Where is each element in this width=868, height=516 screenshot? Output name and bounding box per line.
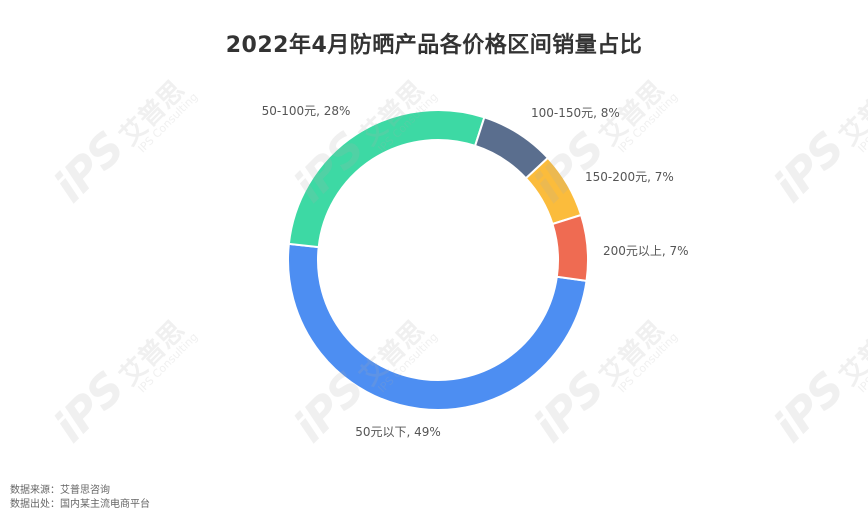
chart-title: 2022年4月防晒产品各价格区间销量占比: [225, 33, 643, 58]
donut-slices: [287, 109, 589, 411]
slice-label-4: 200元以上, 7%: [603, 244, 689, 258]
slice-label-0: 50元以下, 49%: [355, 425, 441, 439]
source-line-1: 数据来源：艾普思咨询: [10, 485, 110, 496]
data-source: 数据来源：艾普思咨询 数据出处：国内某主流电商平台: [10, 484, 150, 512]
slice-labels: 50元以下, 49% 50-100元, 28% 100-150元, 8% 150-20…: [262, 104, 689, 439]
slice-label-3: 150-200元, 7%: [585, 170, 674, 184]
slice-4: [551, 213, 589, 283]
slice-0: [287, 242, 588, 411]
slice-label-2: 100-150元, 8%: [531, 106, 620, 120]
slice-label-1: 50-100元, 28%: [262, 104, 351, 118]
slice-1: [287, 109, 486, 249]
source-line-2: 数据出处：国内某主流电商平台: [10, 499, 150, 510]
